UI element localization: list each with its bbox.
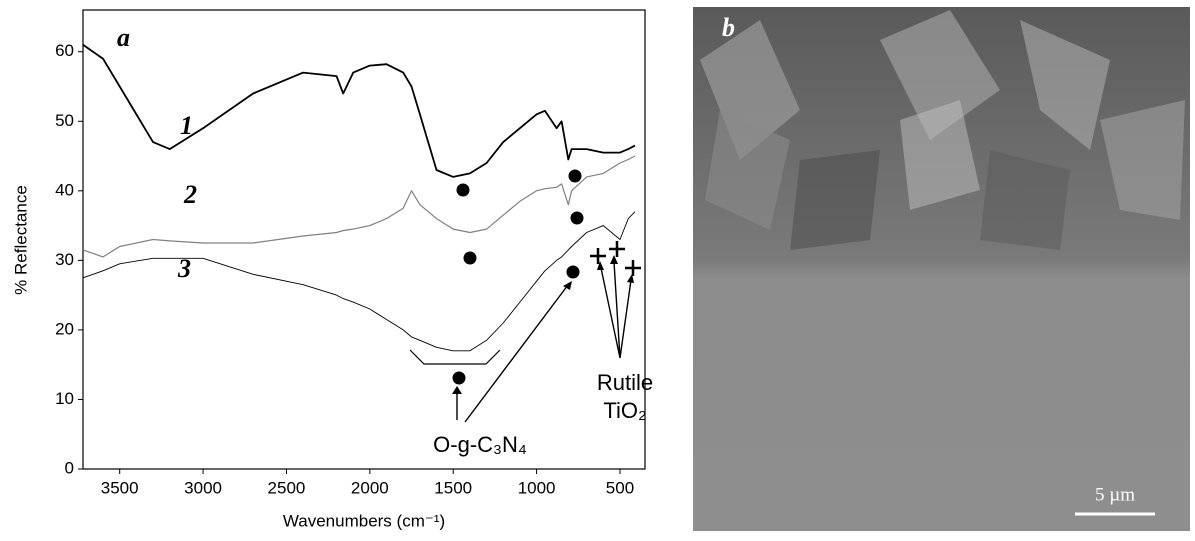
y-tick-label: 10 bbox=[55, 389, 74, 408]
y-tick-label: 20 bbox=[55, 319, 74, 338]
series-label: 2 bbox=[183, 180, 197, 209]
y-tick-label: 30 bbox=[55, 250, 74, 269]
annotation: TiO₂ bbox=[603, 398, 646, 423]
x-tick-label: 3000 bbox=[184, 478, 222, 497]
x-tick-label: 3500 bbox=[101, 478, 139, 497]
x-tick-label: 2000 bbox=[351, 478, 389, 497]
scale-bar-label: 5 µm bbox=[1095, 484, 1135, 505]
annotation: Rutile bbox=[597, 370, 653, 395]
series-label: 3 bbox=[177, 254, 191, 283]
x-axis-title: Wavenumbers (cm⁻¹) bbox=[283, 511, 445, 530]
line-series bbox=[82, 211, 636, 352]
panel-label: a bbox=[117, 23, 130, 52]
panel-label: b bbox=[722, 13, 735, 42]
line-series bbox=[82, 44, 636, 178]
x-tick-label: 2500 bbox=[268, 478, 306, 497]
markers bbox=[409, 169, 641, 423]
y-tick-label: 60 bbox=[55, 41, 74, 60]
plot-frame bbox=[82, 9, 646, 470]
y-axis-title: % Reflectance bbox=[11, 185, 30, 295]
y-tick-label: 40 bbox=[55, 180, 74, 199]
x-tick-label: 1500 bbox=[434, 478, 472, 497]
y-tick-label: 0 bbox=[65, 458, 74, 477]
annotation: O-g-C₃N₄ bbox=[433, 432, 527, 457]
x-tick-label: 500 bbox=[606, 478, 634, 497]
x-tick-label: 1000 bbox=[518, 478, 556, 497]
y-tick-label: 50 bbox=[55, 111, 74, 130]
series-label: 1 bbox=[180, 111, 193, 140]
sem-image bbox=[693, 7, 1190, 531]
line-series bbox=[82, 155, 636, 258]
